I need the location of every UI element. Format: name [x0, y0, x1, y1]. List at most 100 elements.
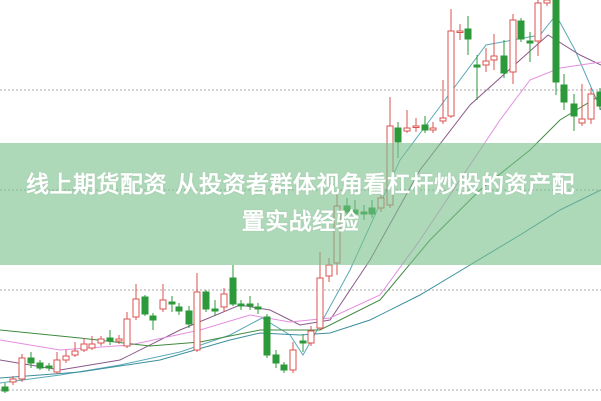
candle-body — [482, 60, 490, 66]
candle-body — [36, 362, 44, 369]
candle-body — [159, 299, 167, 310]
candle-body — [403, 127, 411, 132]
candle — [149, 313, 157, 330]
candle-body — [254, 306, 262, 310]
candle-body — [490, 55, 498, 61]
candle — [560, 74, 568, 110]
candle-body — [526, 40, 534, 44]
candle — [36, 360, 44, 370]
candle — [316, 252, 324, 330]
candle — [18, 354, 26, 382]
candle-body — [115, 338, 123, 342]
candle — [193, 273, 201, 352]
candle — [552, 0, 560, 95]
candle-body — [202, 291, 210, 310]
candle — [202, 290, 210, 312]
candle — [299, 334, 307, 352]
candle — [570, 94, 578, 131]
candle — [106, 330, 114, 345]
candle — [473, 55, 481, 100]
candle-body — [229, 277, 237, 305]
candle-body — [473, 64, 481, 68]
candle-body — [123, 318, 131, 347]
candle-body — [412, 125, 420, 128]
candle — [80, 338, 88, 352]
candle — [45, 363, 53, 371]
candle-body — [237, 303, 245, 307]
candle-body — [132, 298, 140, 318]
candle — [526, 32, 534, 62]
candle-body — [316, 277, 324, 329]
candle — [403, 110, 411, 133]
article-title: 线上期货配资 从投资者群体视角看杠杆炒股的资产配置实战经验 — [25, 172, 575, 235]
candle-body — [439, 117, 447, 122]
candle — [88, 336, 96, 350]
candle-body — [429, 127, 437, 131]
candle-body — [141, 296, 149, 315]
candle-body — [421, 124, 429, 131]
candle — [578, 84, 586, 126]
candle — [1, 383, 9, 393]
candle-body — [45, 365, 53, 369]
candle — [307, 326, 315, 346]
candle — [211, 300, 219, 316]
candle-body — [517, 20, 525, 40]
candle — [229, 265, 237, 306]
candle — [517, 18, 525, 42]
candle-body — [88, 343, 96, 349]
candle — [71, 342, 79, 357]
candle — [115, 335, 123, 344]
candle-body — [62, 355, 70, 361]
candle — [490, 34, 498, 70]
candle-body — [456, 30, 464, 33]
candle-body — [246, 303, 254, 307]
candle-body — [307, 330, 315, 344]
candle-body — [1, 386, 9, 392]
candle-body — [185, 310, 193, 325]
candle — [220, 288, 228, 312]
candle-body — [509, 19, 517, 73]
candle-body — [211, 308, 219, 312]
candle — [263, 314, 271, 358]
moving-average-line-3 — [0, 61, 601, 351]
candle-body — [552, 0, 560, 83]
candle-body — [27, 357, 35, 364]
candle — [456, 24, 464, 40]
candle-body — [447, 30, 455, 117]
moving-average-line-2 — [0, 34, 601, 371]
candle-body — [175, 306, 183, 312]
candle — [464, 16, 472, 55]
candle — [272, 350, 280, 368]
candle — [132, 284, 140, 320]
candle — [123, 312, 131, 348]
candle-body — [325, 264, 333, 277]
candle-body — [193, 291, 201, 351]
candle-body — [578, 118, 586, 124]
candle — [509, 14, 517, 84]
candle — [185, 306, 193, 328]
candle — [482, 48, 490, 72]
candle — [53, 352, 61, 374]
candle-body — [220, 293, 228, 308]
candle — [246, 296, 254, 310]
candle-body — [500, 55, 508, 74]
candle — [596, 88, 601, 110]
candle-body — [596, 91, 601, 107]
candle-body — [570, 103, 578, 117]
candle-body — [299, 340, 307, 344]
candle — [254, 303, 262, 314]
candle-body — [587, 93, 595, 120]
title-banner: 线上期货配资 从投资者群体视角看杠杆炒股的资产配置实战经验 — [0, 143, 601, 265]
candle-body — [289, 349, 297, 371]
candle-body — [560, 84, 568, 103]
candle — [543, 0, 551, 6]
candle-body — [280, 364, 288, 371]
candle-body — [106, 337, 114, 342]
candle-body — [263, 316, 271, 356]
candle — [175, 303, 183, 315]
candle — [421, 116, 429, 133]
candle-body — [394, 127, 402, 143]
candle-body — [543, 0, 551, 4]
candle-body — [80, 343, 88, 351]
candle — [412, 118, 420, 132]
